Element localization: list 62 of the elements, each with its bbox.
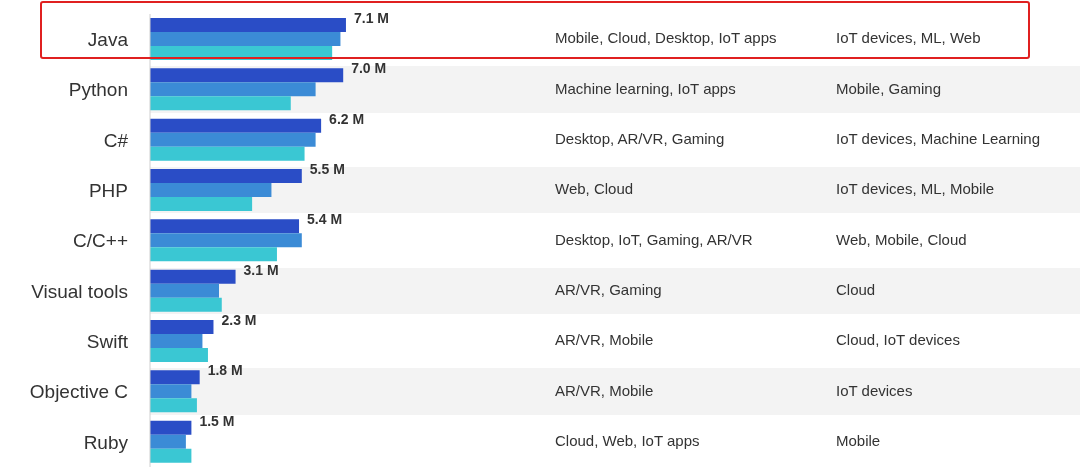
bar xyxy=(150,32,341,47)
y-tick-label: PHP xyxy=(88,179,128,201)
text: Cloud, IoT devices xyxy=(836,331,960,349)
text: Web, Mobile, Cloud xyxy=(836,230,967,248)
bar xyxy=(150,297,222,312)
text: Machine learning, IoT apps xyxy=(555,79,736,97)
text: IoT devices, Machine Learning xyxy=(836,129,1041,147)
bar xyxy=(150,334,203,349)
bar xyxy=(150,132,316,147)
bar xyxy=(150,219,300,234)
bar xyxy=(150,434,186,449)
text: Web, Cloud xyxy=(555,180,634,198)
bar xyxy=(150,384,192,399)
bar xyxy=(150,169,302,184)
text: AR/VR, Mobile xyxy=(555,381,654,399)
bar xyxy=(150,146,305,161)
data-label: 5.5 M xyxy=(309,161,345,178)
data-label: 7.0 M xyxy=(351,60,387,77)
bar xyxy=(150,82,316,97)
text: Mobile, Gaming xyxy=(836,79,942,97)
data-label: 2.3 M xyxy=(221,312,257,329)
y-tick-label: Ruby xyxy=(83,431,129,453)
bar xyxy=(150,269,236,284)
y-tick-label: Java xyxy=(87,28,129,50)
bar xyxy=(150,183,272,198)
data-label: 7.1 M xyxy=(353,10,389,27)
data-label: 6.2 M xyxy=(329,110,365,127)
bar xyxy=(150,283,219,298)
text: Desktop, AR/VR, Gaming xyxy=(555,129,725,147)
text: Cloud, Web, IoT apps xyxy=(555,431,700,449)
text: Cloud xyxy=(836,280,876,298)
text: IoT devices, ML, Mobile xyxy=(836,180,995,198)
bar xyxy=(150,448,192,463)
bar xyxy=(150,320,214,335)
bar xyxy=(150,68,344,83)
text: IoT devices xyxy=(836,381,913,399)
y-tick-label: Swift xyxy=(86,330,129,352)
bar xyxy=(150,233,302,248)
text: Mobile, Cloud, Desktop, IoT apps xyxy=(555,29,777,47)
data-label: 3.1 M xyxy=(243,261,279,278)
text: Mobile xyxy=(836,431,881,449)
y-tick-label: Visual tools xyxy=(31,280,128,302)
bar xyxy=(150,18,346,33)
data-label: 5.4 M xyxy=(307,211,343,228)
y-tick-label: Python xyxy=(68,79,128,101)
data-label: 1.8 M xyxy=(207,362,243,379)
text: IoT devices, ML, Web xyxy=(836,29,981,47)
bar xyxy=(150,398,197,413)
bar xyxy=(150,348,208,363)
bar xyxy=(150,420,192,435)
bar xyxy=(150,247,277,262)
bar xyxy=(150,197,253,212)
y-tick-label: Objective C xyxy=(29,381,128,403)
text: AR/VR, Mobile xyxy=(555,331,654,349)
text: AR/VR, Gaming xyxy=(555,280,662,298)
bar xyxy=(150,96,291,111)
y-tick-label: C# xyxy=(103,129,129,151)
data-label: 1.5 M xyxy=(199,412,235,429)
text: Desktop, IoT, Gaming, AR/VR xyxy=(555,230,753,248)
y-tick-label: C/C++ xyxy=(73,230,128,252)
bar xyxy=(150,370,200,385)
bar xyxy=(150,118,322,133)
